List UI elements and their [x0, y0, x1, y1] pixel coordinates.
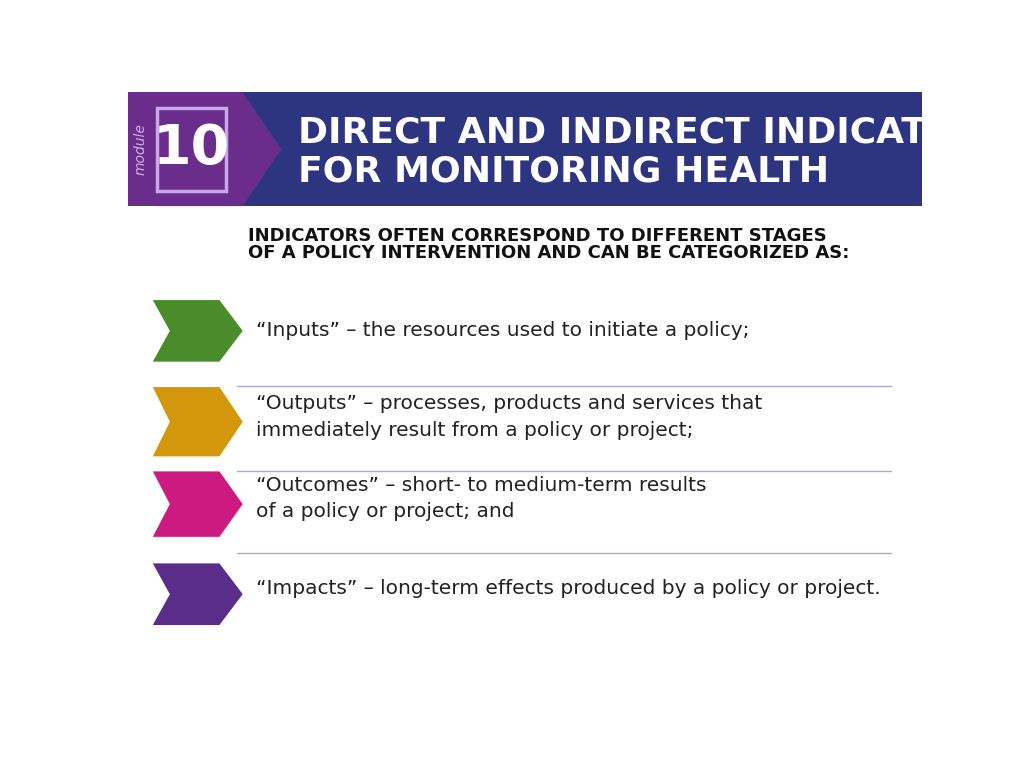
Bar: [128, 92, 922, 206]
Text: “Outputs” – processes, products and services that
immediately result from a poli: “Outputs” – processes, products and serv…: [256, 394, 762, 440]
Bar: [158, 108, 225, 190]
Text: module: module: [133, 123, 147, 175]
Text: “Outcomes” – short- to medium-term results
of a policy or project; and: “Outcomes” – short- to medium-term resul…: [256, 476, 707, 521]
Text: DIRECT AND INDIRECT INDICATORS: DIRECT AND INDIRECT INDICATORS: [299, 115, 1012, 149]
Polygon shape: [153, 564, 243, 625]
Text: “Inputs” – the resources used to initiate a policy;: “Inputs” – the resources used to initiat…: [256, 321, 750, 340]
Bar: [128, 92, 243, 206]
Polygon shape: [158, 92, 282, 206]
Text: INDICATORS OFTEN CORRESPOND TO DIFFERENT STAGES: INDICATORS OFTEN CORRESPOND TO DIFFERENT…: [248, 227, 826, 245]
Polygon shape: [153, 387, 243, 456]
Polygon shape: [153, 472, 243, 537]
Text: FOR MONITORING HEALTH: FOR MONITORING HEALTH: [299, 154, 829, 188]
Text: “Impacts” – long-term effects produced by a policy or project.: “Impacts” – long-term effects produced b…: [256, 579, 881, 598]
Text: OF A POLICY INTERVENTION AND CAN BE CATEGORIZED AS:: OF A POLICY INTERVENTION AND CAN BE CATE…: [248, 244, 850, 262]
Text: 10: 10: [153, 122, 230, 176]
Polygon shape: [153, 300, 243, 362]
